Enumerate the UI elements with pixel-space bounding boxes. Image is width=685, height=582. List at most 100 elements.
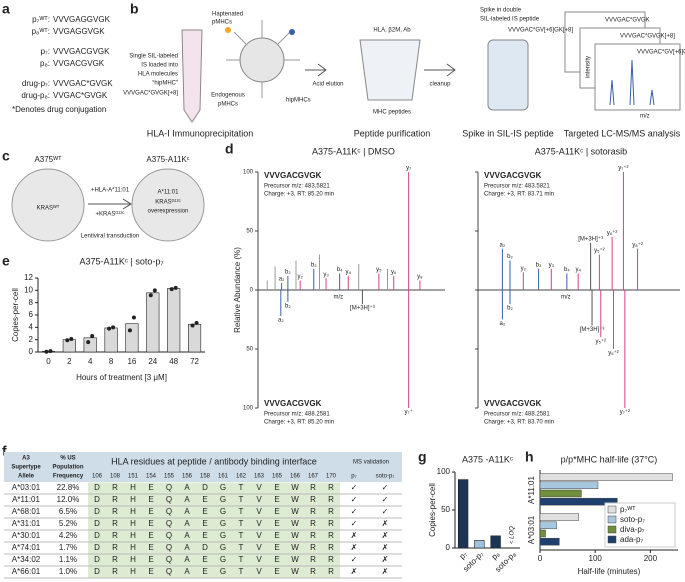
- cell: T: [239, 555, 244, 564]
- cell: 6.5%: [59, 507, 77, 516]
- schematic-label: A375-A11Kᶜ: [146, 155, 189, 164]
- sequence: VVVGACGVGK: [484, 171, 542, 180]
- cell: H: [130, 495, 136, 504]
- cell: Q: [166, 519, 172, 528]
- legend-swatch: [607, 535, 617, 544]
- schematic-label: Single SIL-labeled: [129, 54, 178, 60]
- cell: V: [256, 483, 262, 492]
- peptide-label: drug-p₈:: [21, 91, 50, 100]
- position: 151: [128, 474, 139, 480]
- cell: V: [256, 555, 262, 564]
- x-axis-label: Half-life (minutes): [578, 567, 641, 576]
- y-tick-label: 4: [29, 322, 34, 331]
- cell: W: [291, 507, 299, 516]
- cell: Q: [166, 555, 172, 564]
- cell: E: [148, 483, 153, 492]
- cell: R: [112, 555, 118, 564]
- x-tick-label: 72: [190, 357, 199, 366]
- legend-label: soto-p₇: [620, 515, 645, 524]
- position: 155: [164, 474, 175, 480]
- cell: E: [148, 543, 153, 552]
- peak-label: b₂: [507, 306, 513, 312]
- cell: H: [130, 483, 136, 492]
- peptide-label: p₈ᵂᵀ:: [32, 27, 50, 36]
- x-tick-label: 0: [538, 554, 543, 563]
- cell: 1.7%: [59, 543, 77, 552]
- schematic-label: pMHCs: [218, 102, 238, 108]
- cell: 1.0%: [59, 567, 77, 576]
- peptide-label: p₈:: [40, 59, 50, 68]
- legend-swatch: [607, 515, 617, 524]
- cell: R: [112, 483, 118, 492]
- validation-mark: ✓: [382, 495, 389, 504]
- cell: Q: [166, 495, 172, 504]
- position: 156: [182, 474, 193, 480]
- peptide-sequence: VVVGACGVGK: [53, 47, 110, 56]
- peak-label: b₄: [564, 267, 570, 273]
- schematic-label: overexpression: [148, 209, 189, 215]
- panel-letter: h: [525, 449, 534, 465]
- y-tick-label: 0: [446, 543, 451, 552]
- schematic-label: Acid elution: [312, 82, 343, 88]
- cell: E: [202, 531, 207, 540]
- cell: A*34:02: [12, 555, 41, 564]
- peak-label: [M+3H]⁺³: [578, 235, 603, 242]
- cell: R: [112, 567, 118, 576]
- peak-label: y₅⁺²: [594, 247, 605, 254]
- panel-letter: d: [225, 141, 234, 157]
- validation-mark: ✓: [382, 483, 389, 492]
- peptide-sequence: VVVGAC*GVGK: [53, 79, 113, 88]
- cell: D: [94, 507, 100, 516]
- validation-mark: ✗: [351, 567, 358, 576]
- y-tick-label: 10: [24, 285, 33, 294]
- precursor: Precursor m/z: 488.2581: [264, 412, 330, 418]
- residue-band: [88, 530, 340, 542]
- peak-label: b₂: [285, 303, 291, 309]
- validation-mark: ✗: [382, 555, 389, 564]
- peptide-sequence: VVGAGGVGK: [53, 27, 105, 36]
- cell: T: [239, 567, 244, 576]
- cell: V: [256, 507, 262, 516]
- cell: Q: [166, 507, 172, 516]
- cell: A*30:01: [12, 531, 41, 540]
- peak-label: a₂: [500, 321, 506, 327]
- cell: D: [94, 567, 100, 576]
- y-tick-label: 12: [24, 273, 33, 282]
- peak-label: a₂: [279, 276, 285, 282]
- header: Frequency: [53, 474, 84, 480]
- sequence: VVVGACGVGK: [484, 399, 542, 408]
- validation-mark: ✗: [351, 531, 358, 540]
- legend-swatch: [607, 505, 617, 514]
- replicate-dot: [111, 325, 116, 330]
- cell: E: [274, 495, 279, 504]
- replicate-dot: [127, 328, 132, 333]
- bar: [490, 535, 501, 549]
- replicate-dot: [107, 326, 112, 331]
- validation-mark: ✓: [351, 507, 358, 516]
- cell: D: [94, 555, 100, 564]
- cell: Q: [166, 531, 172, 540]
- cell: D: [94, 483, 100, 492]
- cell: V: [256, 531, 262, 540]
- panel-letter: c: [2, 148, 10, 164]
- peak-label: y₇⁺: [405, 409, 413, 416]
- cell: R: [328, 507, 334, 516]
- validation-mark: ✓: [351, 519, 358, 528]
- cell: R: [310, 543, 316, 552]
- bar: [146, 292, 160, 353]
- schematic-label: HLA, β2M, Ab: [373, 28, 411, 34]
- peak-label: y₇: [406, 166, 411, 172]
- cell: Q: [166, 543, 172, 552]
- position: 158: [200, 474, 211, 480]
- filter-tube: [359, 39, 421, 101]
- y-tick-label: 100: [243, 406, 254, 412]
- position: 108: [110, 474, 121, 480]
- step-caption: HLA-I Immunoprecipitation: [147, 128, 254, 138]
- schematic-label: KRASᵂᵀ: [37, 205, 60, 212]
- precursor: Precursor m/z: 488.2581: [484, 412, 550, 418]
- cell: 22.8%: [57, 483, 80, 492]
- cell: R: [310, 567, 316, 576]
- peak-label: y₅: [376, 267, 382, 273]
- replicate-dot: [90, 333, 95, 338]
- cell: T: [239, 519, 244, 528]
